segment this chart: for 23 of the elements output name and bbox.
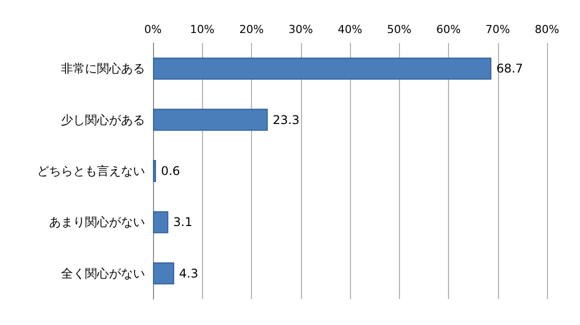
bar [153,211,168,234]
bar [153,58,492,80]
x-tick-label: 70% [486,23,510,36]
data-label: 0.6 [160,164,180,178]
data-label: 3.1 [173,215,192,230]
y-tick-label: 全く関心がない [61,266,145,280]
y-tick-label: あまり関心がない [49,215,145,230]
x-tick-label: 80% [534,23,560,36]
y-tick-label: 非常に関心ある [61,62,145,76]
data-label: 4.3 [179,266,198,280]
x-tick-label: 20% [239,23,264,36]
y-tick-label: どちらとも言えない [37,164,145,178]
x-tick-label: 40% [338,23,362,36]
x-tick-label: 30% [288,23,313,36]
y-tick-label: 少し関心がある [61,112,145,127]
x-tick-label: 50% [387,23,412,36]
data-label: 68.7 [496,62,524,76]
x-tick-label: 60% [436,23,461,36]
data-label: 23.3 [272,112,300,127]
x-tick-label: 0% [144,23,162,36]
bar [153,262,174,284]
x-tick-label: 10% [190,23,214,36]
bar [153,108,268,131]
